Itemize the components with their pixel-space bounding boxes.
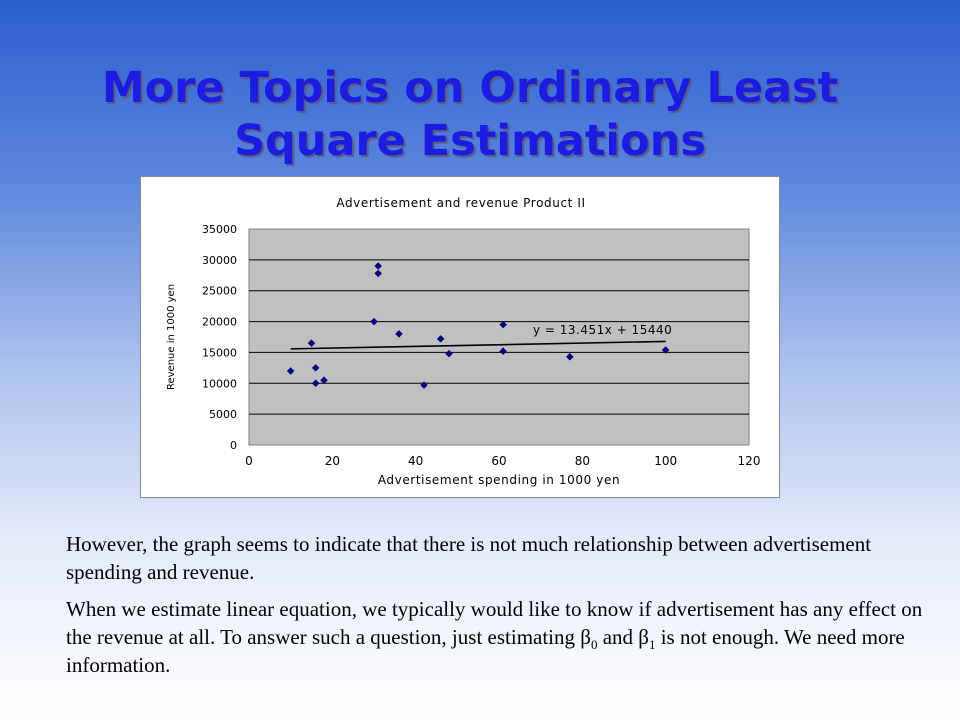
data-point-0	[286, 367, 295, 375]
trendline	[290, 340, 666, 350]
x-tick-label-1: 20	[325, 454, 340, 468]
x-axis-label: Advertisement spending in 1000 yen	[378, 473, 620, 487]
y-tick-label-2: 10000	[202, 377, 237, 390]
data-point-6	[374, 262, 382, 270]
y-tick-label-4: 20000	[202, 316, 237, 329]
data-point-5	[370, 317, 378, 326]
body-text: However, the graph seems to indicate tha…	[66, 530, 926, 688]
data-point-2	[311, 364, 320, 372]
x-tick-label-2: 40	[408, 454, 423, 468]
scatter-chart: 0 5000 10000 15000 20000 25000 30000 35000 0 20 40…	[166, 196, 761, 487]
x-tick-label-3: 60	[491, 454, 506, 468]
slide-title: More Topics on Ordinary Least Square Est…	[40, 62, 900, 168]
y-tick-label-7: 35000	[202, 223, 237, 236]
y-tick-label-0: 0	[230, 439, 237, 452]
beta-1-subscript: 1	[648, 637, 656, 653]
paragraph-2-part-2: is not enough. We need more information.	[66, 625, 905, 677]
chart-title: Advertisement and revenue Product II	[336, 196, 585, 210]
data-point-10	[436, 335, 445, 343]
data-point-12	[499, 320, 507, 329]
chart-frame: 0 5000 10000 15000 20000 25000 30000 35000 0 20 40…	[140, 176, 780, 498]
slide-title-line-1: More Topics on Ordinary Least	[101, 63, 839, 113]
and-text: and	[597, 625, 639, 649]
beta-0-subscript: 0	[590, 637, 598, 653]
data-point-15	[661, 346, 670, 354]
y-tick-label-1: 5000	[209, 408, 237, 421]
y-tick-label-6: 30000	[202, 254, 237, 267]
paragraph-2-part-1: When we estimate linear equation, we typ…	[66, 597, 923, 649]
x-tick-label-0: 0	[245, 454, 253, 468]
beta-0-symbol: β	[580, 625, 591, 649]
trendline-equation: y = 13.451x + 15440	[533, 323, 672, 337]
data-point-1	[307, 339, 316, 347]
data-point-9	[420, 381, 428, 389]
beta-1-symbol: β	[638, 625, 649, 649]
x-tick-label-4: 80	[575, 454, 590, 468]
data-point-7	[374, 269, 382, 278]
data-point-8	[395, 330, 403, 338]
slide-title-line-2: Square Estimations	[234, 116, 706, 166]
data-point-14	[566, 352, 574, 361]
data-point-3	[311, 379, 320, 388]
y-tick-label-5: 25000	[202, 285, 237, 298]
x-tick-label-5: 100	[654, 454, 677, 468]
plot-area	[248, 228, 750, 446]
paragraph-2: When we estimate linear equation, we typ…	[66, 595, 926, 679]
x-tick-label-6: 120	[738, 454, 761, 468]
y-axis-label: Revenue in 1000 yen	[166, 284, 177, 390]
data-point-11	[445, 349, 453, 358]
data-point-13	[499, 347, 507, 355]
paragraph-1: However, the graph seems to indicate tha…	[66, 532, 872, 584]
data-point-4	[320, 376, 328, 384]
y-tick-label-3: 15000	[202, 346, 237, 359]
